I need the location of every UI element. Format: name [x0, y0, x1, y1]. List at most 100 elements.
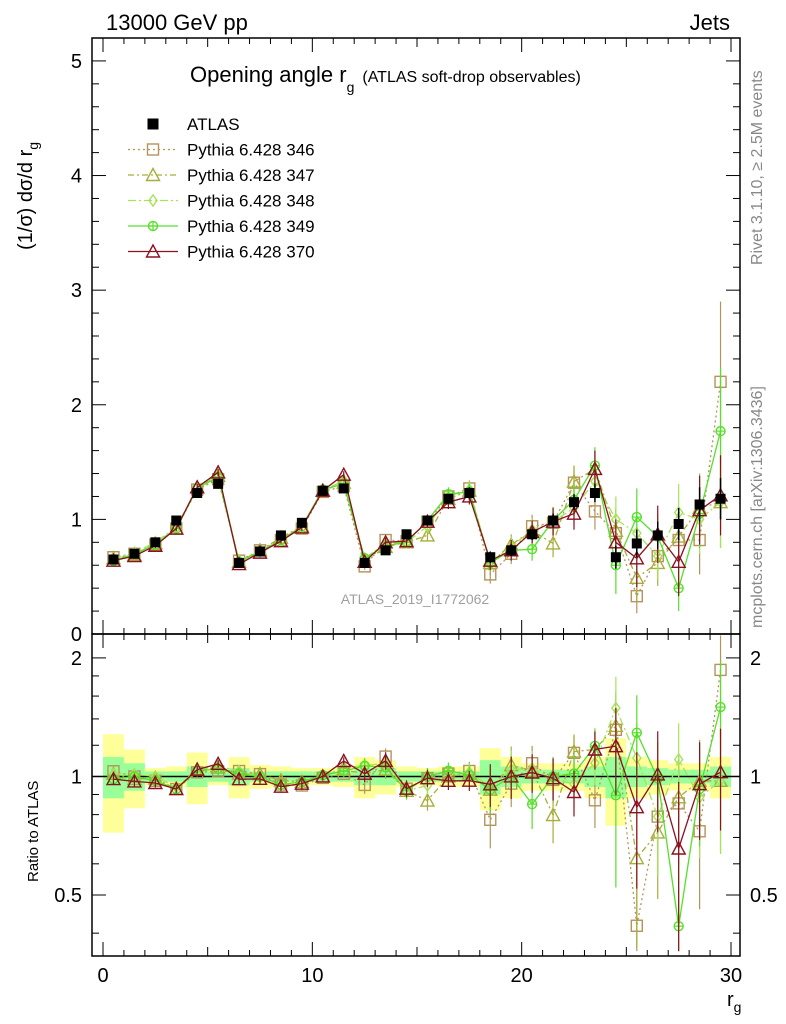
- series-atlas: [108, 478, 726, 569]
- point-atlas: [527, 529, 538, 540]
- point-atlas: [673, 518, 684, 529]
- point-p347: [545, 535, 561, 550]
- ratio-point-p370: [503, 768, 519, 783]
- ratio-point-p370: [608, 738, 624, 753]
- line-p348: [113, 473, 721, 563]
- ratio-point-p370: [126, 773, 143, 788]
- main-panel: [105, 301, 729, 614]
- point-atlas: [171, 515, 182, 526]
- point-p370: [168, 520, 184, 535]
- legend-marker-p370: [145, 243, 161, 258]
- point-atlas: [275, 530, 286, 541]
- ratio-point-p370: [566, 784, 582, 799]
- ratio-point-p370: [712, 764, 729, 779]
- legend-label-p348: Pythia 6.428 348: [187, 192, 315, 211]
- legend-entry-p348: Pythia 6.428 348: [128, 192, 315, 211]
- legend-marker-p347: [145, 167, 161, 182]
- ratio-point-p346: [484, 813, 497, 826]
- ratio-point-p370: [168, 781, 184, 796]
- ratio-point-p370: [440, 772, 457, 788]
- ratio-point-p370: [691, 776, 708, 791]
- x-tick-label: 0: [97, 965, 108, 987]
- line-p370: [113, 467, 721, 566]
- legend-marker-atlas: [147, 118, 159, 130]
- ratio-point-p370: [587, 741, 603, 756]
- ratio-point-p370: [461, 772, 478, 787]
- ratio-point-p370: [210, 755, 226, 771]
- ratio-point-p348: [673, 752, 684, 767]
- point-atlas: [506, 545, 517, 556]
- ratio-point-p370: [147, 775, 164, 790]
- point-atlas: [589, 488, 600, 499]
- point-atlas: [401, 529, 412, 540]
- legend-label-p349: Pythia 6.428 349: [187, 217, 315, 236]
- ratio-point-p370: [231, 771, 247, 786]
- ratio-point-p370: [545, 770, 561, 785]
- point-atlas: [317, 485, 328, 496]
- point-atlas: [485, 552, 496, 563]
- point-atlas: [464, 488, 475, 499]
- point-atlas: [255, 546, 265, 557]
- point-atlas: [108, 554, 119, 565]
- main-y-tick-label: 5: [71, 51, 82, 73]
- point-atlas: [192, 488, 203, 499]
- ratio-point-p370: [294, 775, 310, 790]
- legend-marker-p348: [148, 193, 158, 208]
- point-atlas: [380, 545, 391, 556]
- point-atlas: [422, 515, 433, 526]
- legend-entry-p347: Pythia 6.428 347: [128, 166, 315, 185]
- ratio-point-p347: [545, 807, 561, 822]
- ratio-y-tick-label: 2: [71, 648, 82, 670]
- x-tick-label: 30: [720, 965, 742, 987]
- ratio-panel: [92, 635, 740, 952]
- point-p370: [629, 550, 645, 565]
- point-p370: [566, 505, 582, 520]
- main-y-tick-label: 3: [71, 280, 82, 302]
- point-atlas: [359, 557, 370, 568]
- ratio-point-p370: [315, 768, 331, 783]
- line-p349: [113, 430, 722, 591]
- point-atlas: [694, 499, 705, 510]
- ratio-point-p346: [588, 794, 602, 807]
- header-energy: 13000 GeV pp: [106, 10, 248, 35]
- ratio-y-tick-label: 1: [71, 766, 82, 788]
- legend-entry-p349: Pythia 6.428 349: [128, 217, 315, 236]
- legend-label-p370: Pythia 6.428 370: [187, 243, 315, 262]
- ratio-y-tick-label-right: 0.5: [750, 885, 778, 907]
- ratio-y-axis-label: Ratio to ATLAS: [25, 781, 42, 882]
- point-p347: [419, 527, 436, 542]
- legend-entry-p370: Pythia 6.428 370: [128, 243, 315, 262]
- ratio-point-p370: [189, 761, 205, 776]
- point-atlas: [234, 557, 245, 568]
- point-p370: [398, 533, 415, 548]
- point-atlas: [652, 530, 663, 541]
- ratio-y-tick-label: 0.5: [54, 885, 82, 907]
- point-p370: [210, 464, 226, 479]
- x-tick-label: 20: [511, 965, 533, 987]
- main-y-axis-label: (1/σ) dσ/d rg: [15, 142, 41, 250]
- point-p346: [588, 505, 602, 518]
- ratio-point-p370: [524, 764, 540, 779]
- point-p370: [587, 460, 603, 476]
- ratio-series-p349: [108, 660, 726, 952]
- legend-entry-p346: Pythia 6.428 346: [128, 141, 315, 160]
- point-atlas: [715, 493, 726, 504]
- line-p347: [113, 467, 721, 579]
- point-atlas: [296, 517, 307, 528]
- series-p347: [105, 450, 729, 601]
- point-atlas: [129, 548, 140, 559]
- ratio-point-p370: [336, 753, 352, 768]
- ratio-point-p370: [273, 778, 289, 793]
- main-y-tick-label: 1: [71, 509, 82, 531]
- main-y-tick-label: 4: [71, 166, 82, 188]
- main-y-tick-label: 0: [71, 624, 82, 646]
- legend-entry-atlas: ATLAS: [147, 115, 240, 134]
- main-y-tick-label: 2: [71, 395, 82, 417]
- ratio-point-p370: [105, 771, 122, 786]
- legend-label-p347: Pythia 6.428 347: [187, 166, 315, 185]
- point-atlas: [213, 478, 224, 489]
- point-p370: [336, 466, 352, 481]
- ratio-point-p370: [377, 752, 394, 767]
- ratio-point-p370: [629, 799, 645, 814]
